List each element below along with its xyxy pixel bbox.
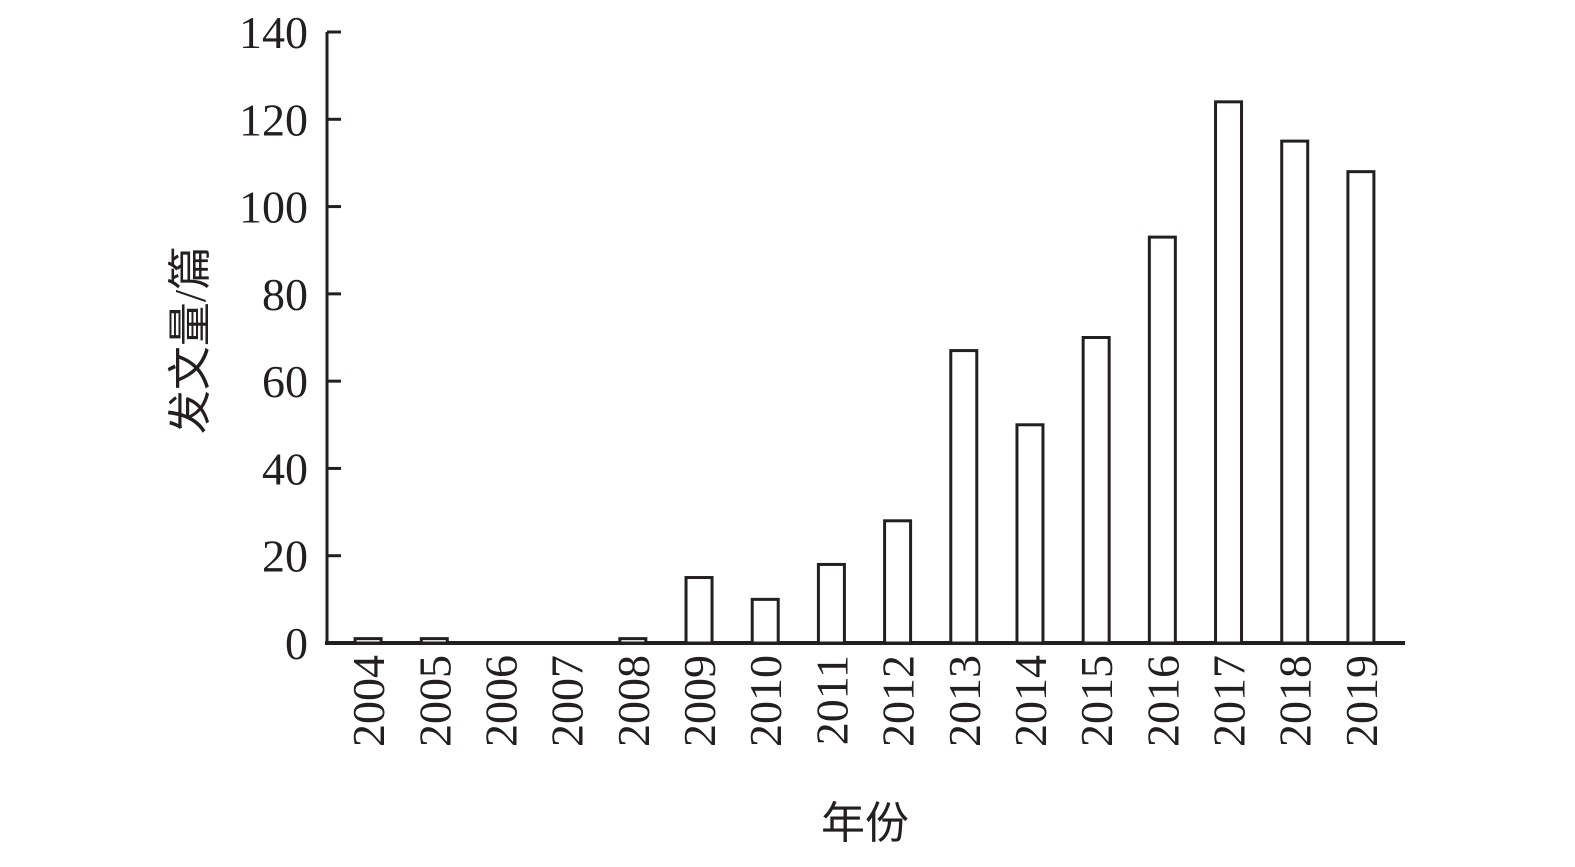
y-tick-label: 0 xyxy=(285,618,308,669)
x-tick-label: 2005 xyxy=(409,655,460,747)
bar xyxy=(1214,100,1244,645)
x-tick-label: 2016 xyxy=(1137,655,1188,747)
bar xyxy=(949,349,979,645)
bar xyxy=(750,597,780,645)
y-tick-label: 20 xyxy=(262,531,308,582)
x-tick-label: 2018 xyxy=(1270,655,1321,747)
bar xyxy=(684,576,714,645)
bar xyxy=(1346,170,1376,645)
bar xyxy=(419,637,449,645)
x-tick-label: 2011 xyxy=(806,655,857,745)
y-tick-label: 80 xyxy=(262,269,308,320)
bar xyxy=(353,637,383,645)
bar xyxy=(1081,336,1111,645)
y-tick-label: 100 xyxy=(239,182,308,233)
x-tick-label: 2014 xyxy=(1005,655,1056,747)
y-tick-label: 140 xyxy=(239,7,308,58)
x-tick-label: 2019 xyxy=(1336,655,1387,747)
x-tick-label: 2008 xyxy=(608,655,659,747)
y-tick-label: 60 xyxy=(262,356,308,407)
x-tick-label: 2012 xyxy=(873,655,924,747)
x-tick-label: 2006 xyxy=(475,655,526,747)
bar xyxy=(1280,139,1310,645)
y-axis-title: 发文量/篇 xyxy=(166,246,215,434)
x-tick-label: 2009 xyxy=(674,655,725,747)
x-tick-label: 2007 xyxy=(542,655,593,747)
bar xyxy=(618,637,648,645)
bar xyxy=(1015,423,1045,645)
y-tick-label: 120 xyxy=(239,94,308,145)
y-tick-label: 40 xyxy=(262,443,308,494)
bar xyxy=(883,519,913,645)
x-tick-label: 2013 xyxy=(939,655,990,747)
x-tick-label: 2010 xyxy=(740,655,791,747)
x-tick-label: 2017 xyxy=(1204,655,1255,747)
x-tick-label: 2015 xyxy=(1071,655,1122,747)
x-tick-label: 2004 xyxy=(343,655,394,747)
bar xyxy=(1147,235,1177,645)
x-axis-title: 年份 xyxy=(821,799,909,848)
bar xyxy=(816,562,846,645)
